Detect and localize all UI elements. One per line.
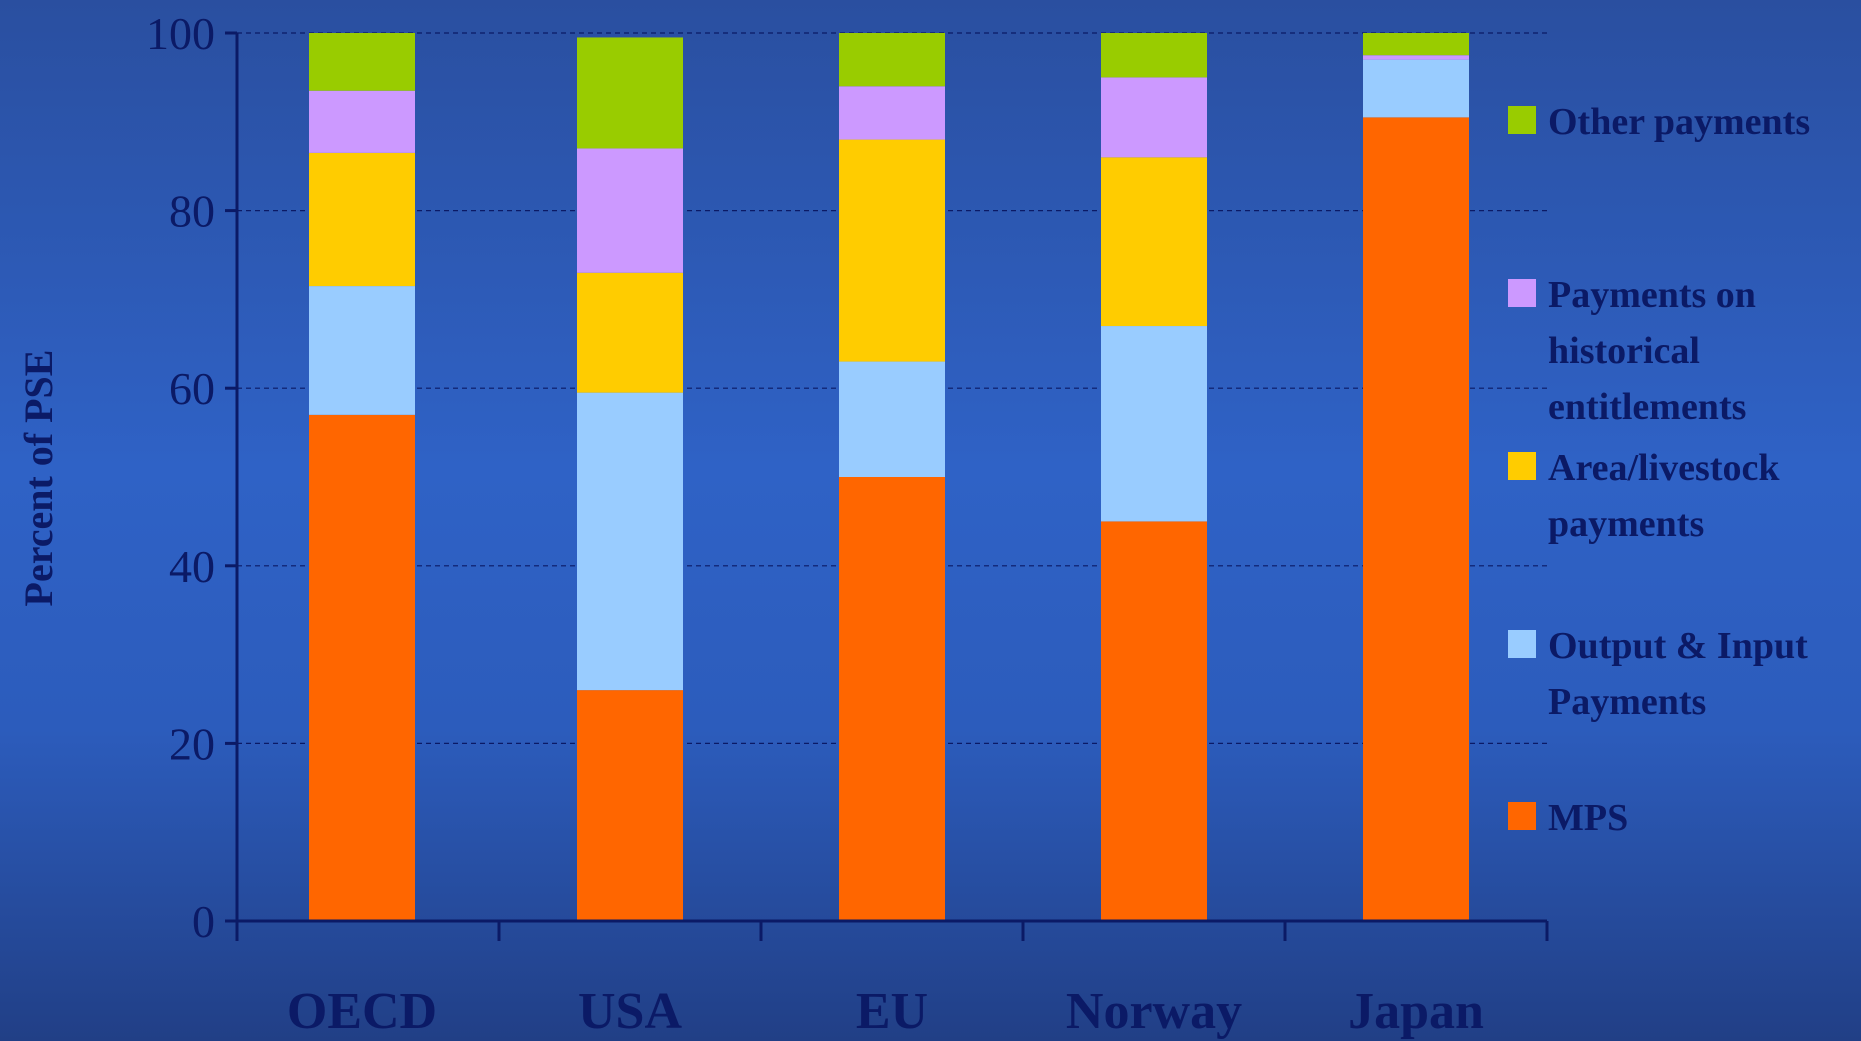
legend-label: Other payments: [1548, 101, 1810, 143]
bar-segment-norway-3: [1101, 77, 1207, 158]
legend-label: historical: [1548, 330, 1700, 372]
y-tick-labels: 0 20 40 60 80 100: [146, 8, 215, 947]
bar-segment-usa-4: [577, 37, 683, 149]
bar-segment-eu-4: [839, 33, 945, 87]
bar-segment-norway-0: [1101, 521, 1207, 921]
x-tick-label: EU: [856, 983, 928, 1040]
bar-segment-japan-0: [1363, 117, 1469, 922]
legend: Other payments Payments on historical entit…: [1508, 101, 1810, 839]
bar-segment-usa-2: [577, 272, 683, 393]
bar-segment-eu-2: [839, 139, 945, 362]
legend-swatch: [1508, 279, 1536, 307]
axes: [225, 31, 1549, 941]
legend-label: entitlements: [1548, 386, 1746, 428]
legend-label: Payments: [1548, 681, 1706, 723]
x-tick-label: OECD: [287, 983, 437, 1040]
y-tick-label: 0: [192, 896, 215, 947]
bar-segment-usa-3: [577, 148, 683, 273]
bar-segment-usa-0: [577, 690, 683, 921]
legend-label: Payments on: [1548, 274, 1756, 316]
legend-label: Area/livestock: [1548, 447, 1780, 489]
y-tick-label: 100: [146, 8, 215, 59]
legend-swatch: [1508, 106, 1536, 134]
x-tick-label: Japan: [1348, 983, 1484, 1040]
bar-segment-norway-1: [1101, 326, 1207, 522]
legend-label: payments: [1548, 503, 1704, 545]
bar-segment-eu-1: [839, 361, 945, 477]
bar-segment-eu-0: [839, 477, 945, 921]
bar-segment-japan-1: [1363, 59, 1469, 118]
y-tick-label: 60: [169, 363, 215, 414]
bars: [309, 33, 1469, 922]
x-tick-label: USA: [578, 983, 682, 1040]
y-axis-label: Percent of PSE: [16, 350, 61, 607]
x-tick-labels: OECD USA EU Norway Japan: [287, 983, 1484, 1040]
bar-segment-eu-3: [839, 86, 945, 140]
bar-segment-norway-4: [1101, 33, 1207, 78]
gridlines: [237, 32, 1547, 745]
bar-segment-oecd-1: [309, 286, 415, 415]
legend-label: Output & Input: [1548, 625, 1808, 667]
bar-segment-norway-2: [1101, 157, 1207, 327]
legend-label: MPS: [1548, 797, 1628, 839]
bar-segment-japan-4: [1363, 33, 1469, 56]
bar-segment-japan-3: [1363, 55, 1469, 60]
y-tick-label: 80: [169, 186, 215, 237]
legend-swatch: [1508, 802, 1536, 830]
bar-segment-oecd-0: [309, 414, 415, 921]
y-tick-label: 40: [169, 541, 215, 592]
bar-segment-oecd-2: [309, 152, 415, 287]
bar-segment-oecd-4: [309, 33, 415, 91]
bar-segment-usa-1: [577, 392, 683, 691]
x-tick-label: Norway: [1066, 983, 1242, 1040]
bar-segment-oecd-3: [309, 90, 415, 153]
legend-swatch: [1508, 630, 1536, 658]
legend-swatch: [1508, 452, 1536, 480]
y-tick-label: 20: [169, 718, 215, 769]
